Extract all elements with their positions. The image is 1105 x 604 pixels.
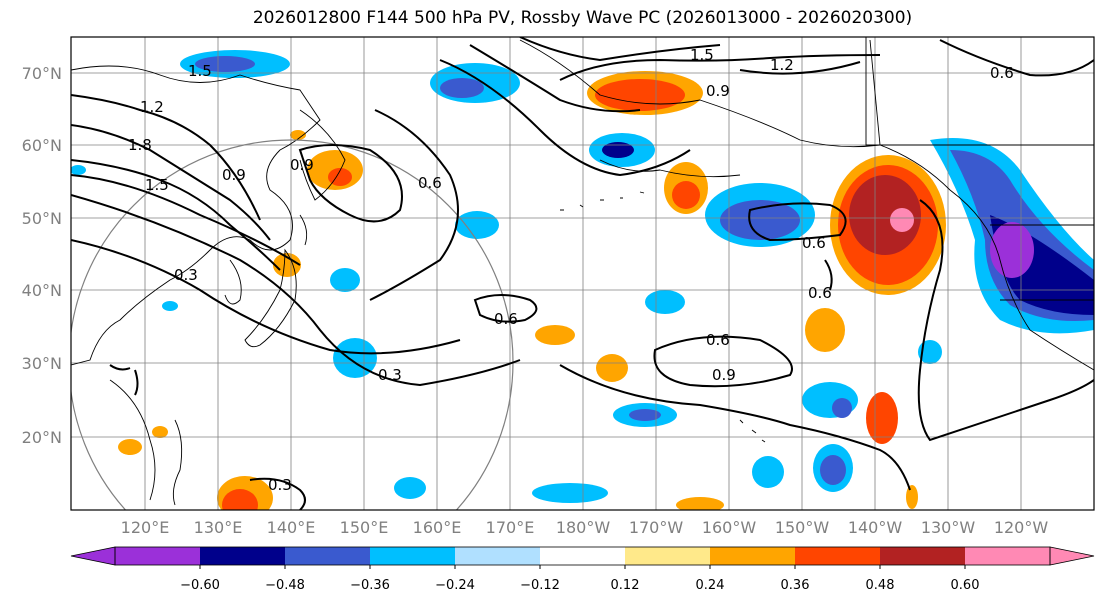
coastlines <box>71 37 1094 506</box>
colorbar-segment <box>370 547 456 565</box>
colorbar-segment <box>710 547 796 565</box>
lat-label: 30°N <box>22 354 62 373</box>
colorbar-segment <box>285 547 371 565</box>
contour-label: 0.6 <box>802 234 826 252</box>
colorbar-segment <box>795 547 881 565</box>
colorbar-segment <box>115 547 201 565</box>
colorbar: −0.60 −0.48 −0.36 −0.24 −0.12 0.12 0.24 0.36 0.4… <box>70 546 1095 593</box>
map-panel: 1.5 1.2 1.8 1.5 0.9 0.9 0.6 0.3 0.3 0.6 … <box>71 37 1094 510</box>
contour-label: 1.5 <box>145 176 169 194</box>
colorbar-segment <box>540 547 626 565</box>
contour-label: 0.9 <box>706 82 730 100</box>
lon-label: 140°W <box>848 518 903 537</box>
pv-contours <box>71 37 1094 510</box>
lon-label: 120°W <box>994 518 1049 537</box>
contour-label: 0.3 <box>268 476 292 494</box>
colorbar-segment <box>455 547 541 565</box>
longitude-labels: 120°E 130°E 140°E 150°E 160°E 170°E 180°… <box>121 518 1049 537</box>
lon-label: 170°W <box>629 518 684 537</box>
colorbar-segment <box>625 547 711 565</box>
latitude-labels: 70°N 60°N 50°N 40°N 30°N 20°N <box>22 64 62 447</box>
colorbar-tick-label: 0.36 <box>781 578 810 593</box>
contour-label: 1.8 <box>128 136 152 154</box>
colorbar-tick-label: −0.12 <box>520 578 560 593</box>
contour-label: 0.6 <box>494 310 518 328</box>
contour-label: 0.9 <box>222 166 246 184</box>
lon-label: 150°E <box>340 518 389 537</box>
lon-label: 130°E <box>194 518 243 537</box>
lat-label: 40°N <box>22 281 62 300</box>
lon-label: 140°E <box>267 518 316 537</box>
contour-labels: 1.5 1.2 1.8 1.5 0.9 0.9 0.6 0.3 0.3 0.6 … <box>128 46 1014 494</box>
contour-label: 1.5 <box>188 62 212 80</box>
colorbar-segment <box>880 547 966 565</box>
lon-label: 170°E <box>486 518 535 537</box>
map-frame <box>70 36 1095 511</box>
colorbar-tick-label: 0.12 <box>611 578 640 593</box>
lat-label: 50°N <box>22 209 62 228</box>
colorbar-under-arrow <box>70 546 116 566</box>
colorbar-segment <box>200 547 286 565</box>
map-title: 2026012800 F144 500 hPa PV, Rossby Wave … <box>252 8 913 28</box>
lon-label: 130°W <box>921 518 976 537</box>
contour-label: 1.5 <box>690 46 714 64</box>
lat-label: 70°N <box>22 64 62 83</box>
contour-label: 0.6 <box>808 284 832 302</box>
colorbar-tick-label: 0.48 <box>866 578 895 593</box>
colorbar-tick-label: 0.60 <box>951 578 980 593</box>
colorbar-tick-label: −0.36 <box>350 578 390 593</box>
lon-label: 160°W <box>702 518 757 537</box>
colorbar-tick-label: −0.60 <box>180 578 220 593</box>
contour-label: 1.2 <box>770 56 794 74</box>
colorbar-tick-label: −0.48 <box>265 578 305 593</box>
lat-label: 60°N <box>22 136 62 155</box>
colorbar-tick-label: −0.24 <box>435 578 475 593</box>
colorbar-frame <box>114 546 1051 566</box>
contour-label: 0.3 <box>174 266 198 284</box>
contour-label: 0.6 <box>706 331 730 349</box>
contour-label: 0.6 <box>990 64 1014 82</box>
colorbar-tick-label: 0.24 <box>696 578 725 593</box>
lon-label: 120°E <box>121 518 170 537</box>
lon-label: 180°W <box>556 518 611 537</box>
gridlines <box>71 37 1094 510</box>
lon-label: 150°W <box>775 518 830 537</box>
contour-label: 0.3 <box>378 366 402 384</box>
lat-label: 20°N <box>22 428 62 447</box>
lon-label: 160°E <box>413 518 462 537</box>
contour-label: 0.9 <box>712 366 736 384</box>
contour-label: 0.6 <box>418 174 442 192</box>
contour-label: 1.2 <box>140 98 164 116</box>
pv-shading <box>71 50 1094 510</box>
contour-label: 0.9 <box>290 156 314 174</box>
colorbar-segment <box>965 547 1051 565</box>
colorbar-over-arrow <box>1049 546 1095 566</box>
